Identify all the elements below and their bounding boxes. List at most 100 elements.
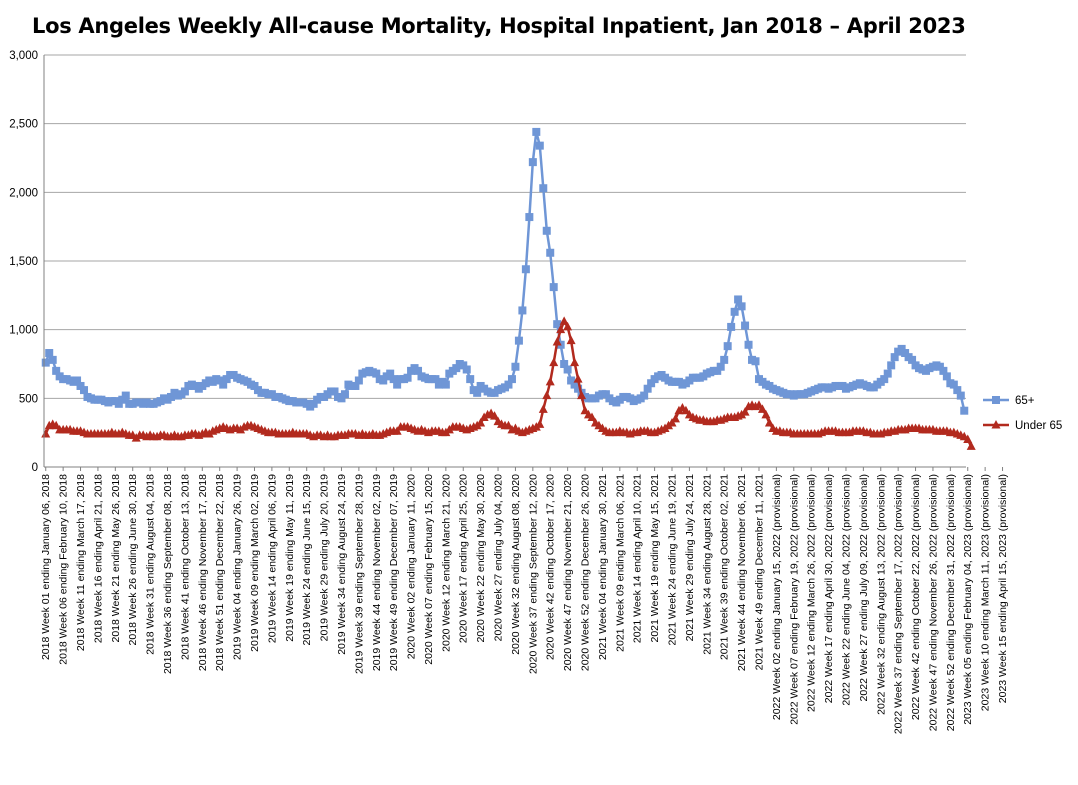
x-tick-label: 2018 Week 06 ending February 10, 2018 bbox=[58, 474, 70, 665]
data-point bbox=[403, 373, 412, 382]
x-tick-label: 2020 Week 02 ending January 11, 2020 bbox=[406, 474, 418, 659]
data-point bbox=[713, 366, 722, 375]
x-tick-label: 2020 Week 22 ending May 30, 2020 bbox=[475, 474, 487, 643]
data-point bbox=[570, 357, 580, 367]
x-tick-label: 2020 Week 17 ending April 25, 2020 bbox=[458, 474, 470, 643]
data-point bbox=[966, 441, 976, 450]
data-point bbox=[764, 418, 774, 427]
data-point bbox=[643, 384, 652, 393]
data-point bbox=[553, 320, 562, 329]
data-point bbox=[580, 405, 590, 415]
x-tick-label: 2022 Week 52 ending December 31, 2022 (p… bbox=[945, 474, 957, 731]
data-point bbox=[727, 322, 736, 331]
data-point bbox=[587, 412, 597, 422]
data-point bbox=[466, 375, 475, 384]
data-point bbox=[45, 349, 54, 358]
series-line bbox=[44, 130, 966, 411]
x-tick-label: 2022 Week 42 ending October 22, 2022 (pr… bbox=[910, 474, 922, 720]
data-point bbox=[473, 388, 482, 397]
data-point bbox=[330, 387, 339, 396]
data-point bbox=[542, 226, 551, 235]
data-point bbox=[574, 384, 583, 393]
data-point bbox=[887, 361, 896, 370]
data-point bbox=[640, 391, 649, 400]
x-tick-label: 2020 Week 07 ending February 15, 2020 bbox=[423, 474, 435, 665]
data-point bbox=[166, 392, 175, 401]
data-point bbox=[956, 391, 965, 400]
data-point bbox=[504, 380, 513, 389]
x-tick-label: 2021 Week 39 ending October 02, 2021 bbox=[719, 474, 731, 660]
x-tick-label: 2019 Week 24 ending June 15, 2019 bbox=[301, 474, 313, 646]
data-point bbox=[121, 391, 130, 400]
x-tick-label: 2019 Week 04 ending January 26, 2019 bbox=[232, 474, 244, 660]
data-point bbox=[476, 418, 486, 427]
data-point bbox=[573, 374, 583, 383]
data-point bbox=[546, 248, 555, 257]
x-tick-label: 2021 Week 34 ending August 28, 2021 bbox=[701, 474, 713, 655]
data-point bbox=[73, 376, 82, 385]
data-point bbox=[41, 429, 51, 438]
data-point bbox=[542, 390, 552, 400]
data-point bbox=[431, 375, 440, 384]
x-tick-label: 2021 Week 14 ending April 10, 2021 bbox=[632, 474, 644, 643]
data-point bbox=[351, 381, 360, 390]
x-tick-label: 2022 Week 27 ending July 09, 2022 (provi… bbox=[858, 474, 870, 701]
legend-label: Under 65 bbox=[1015, 420, 1062, 432]
x-tick-label: 2020 Week 47 ending November 21, 2020 bbox=[562, 474, 574, 671]
data-point bbox=[80, 386, 89, 395]
x-tick-label: 2021 Week 24 ending June 19, 2021 bbox=[667, 474, 679, 646]
y-tick-label: 2,500 bbox=[9, 119, 38, 131]
y-tick-label: 2,000 bbox=[9, 187, 38, 199]
x-axis-tick-labels: 2018 Week 01 ending January 06, 2018 2018… bbox=[40, 467, 1009, 734]
data-point bbox=[751, 357, 760, 366]
data-point bbox=[545, 376, 555, 386]
x-tick-label: 2021 Week 29 ending July 24, 2021 bbox=[684, 474, 696, 642]
x-tick-label: 2019 Week 44 ending November 02, 2019 bbox=[371, 474, 383, 671]
data-point bbox=[528, 158, 537, 167]
data-point bbox=[567, 376, 576, 385]
y-tick-label: 3,000 bbox=[9, 50, 38, 62]
data-point bbox=[118, 395, 127, 404]
x-tick-label: 2018 Week 11 ending March 17, 2018 bbox=[75, 474, 87, 651]
x-axis bbox=[43, 55, 966, 468]
legend: 65+ Under 65 bbox=[983, 395, 1062, 432]
data-point bbox=[507, 375, 516, 384]
y-tick-label: 0 bbox=[32, 462, 38, 474]
data-point bbox=[48, 355, 57, 364]
x-tick-label: 2022 Week 32 ending August 13, 2022 (pro… bbox=[875, 474, 887, 715]
x-tick-label: 2021 Week 09 ending March 06, 2021 bbox=[614, 474, 626, 652]
data-point bbox=[521, 265, 530, 274]
data-point bbox=[566, 335, 576, 345]
data-point bbox=[389, 375, 398, 384]
data-point bbox=[503, 420, 513, 430]
legend-item: Under 65 bbox=[983, 420, 1062, 432]
data-point bbox=[215, 376, 224, 385]
x-tick-label: 2023 Week 15 ending April 15, 2023 (prov… bbox=[997, 474, 1009, 703]
data-point bbox=[723, 342, 732, 351]
data-point bbox=[180, 387, 189, 396]
data-point bbox=[681, 405, 691, 415]
data-point bbox=[560, 360, 569, 368]
data-point bbox=[716, 362, 725, 371]
data-point bbox=[740, 407, 750, 416]
data-point bbox=[441, 380, 450, 389]
data-point bbox=[549, 283, 558, 292]
data-point bbox=[949, 380, 958, 389]
data-point bbox=[51, 420, 61, 430]
x-tick-label: 2018 Week 51 ending December 22, 2018 bbox=[214, 474, 226, 671]
data-point bbox=[601, 390, 610, 399]
data-point bbox=[720, 355, 729, 364]
data-point bbox=[757, 404, 767, 413]
x-tick-label: 2021 Week 04 ending January 30, 2021 bbox=[597, 474, 609, 660]
x-tick-label: 2023 Week 10 ending March 11, 2023 (prov… bbox=[980, 474, 992, 711]
data-point bbox=[570, 380, 579, 389]
data-point bbox=[960, 406, 969, 415]
x-tick-label: 2020 Week 32 ending August 08, 2020 bbox=[510, 474, 522, 655]
x-tick-label: 2021 Week 19 ending May 15, 2021 bbox=[649, 474, 661, 643]
data-point bbox=[563, 365, 572, 374]
data-point bbox=[222, 375, 231, 384]
x-tick-label: 2021 Week 49 ending December 11, 2021 bbox=[753, 474, 765, 670]
data-point bbox=[991, 420, 1001, 429]
data-point bbox=[393, 380, 402, 389]
